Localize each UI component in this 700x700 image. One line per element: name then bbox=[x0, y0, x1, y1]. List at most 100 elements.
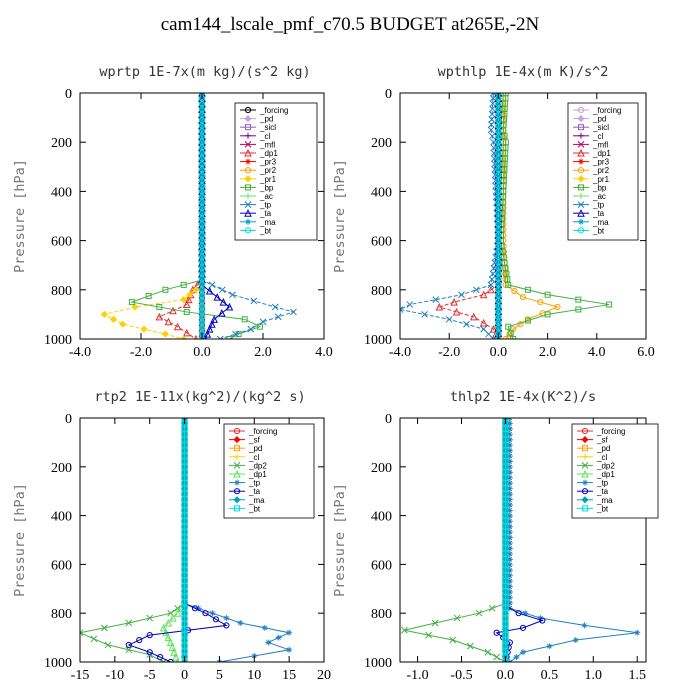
series-bt bbox=[495, 93, 502, 339]
x-tick-label: -0.5 bbox=[450, 668, 472, 683]
data-point bbox=[506, 442, 513, 449]
x-tick-label: 20 bbox=[317, 668, 331, 683]
legend-entry: _ma bbox=[596, 496, 613, 505]
y-axis-label: Pressure [hPa] bbox=[332, 159, 348, 273]
data-point bbox=[505, 281, 512, 288]
data-point bbox=[488, 132, 496, 140]
legend-entry: _ac bbox=[259, 192, 273, 201]
data-point bbox=[495, 286, 502, 293]
data-point bbox=[449, 636, 457, 644]
data-point bbox=[506, 512, 513, 519]
legend: _forcing_sf_pd_cl_dp2_dp1_tp_ta_ma_bt bbox=[571, 423, 659, 519]
data-point bbox=[199, 215, 205, 222]
series-bt bbox=[198, 93, 206, 339]
legend-marker bbox=[581, 462, 589, 469]
series-dp1 bbox=[155, 93, 206, 339]
legend-entry: _forcing bbox=[259, 106, 288, 115]
y-tick-label: 200 bbox=[51, 136, 72, 151]
series-line bbox=[163, 418, 186, 662]
data-point bbox=[100, 310, 108, 318]
legend-entry: _dp1 bbox=[259, 149, 278, 158]
y-tick-label: 200 bbox=[371, 461, 392, 476]
data-point bbox=[213, 293, 222, 301]
x-tick-label: 0.0 bbox=[497, 668, 515, 683]
legend-marker bbox=[578, 124, 584, 131]
data-point bbox=[208, 281, 216, 289]
series-group bbox=[400, 93, 613, 339]
data-point bbox=[513, 654, 520, 661]
series-bt bbox=[181, 418, 188, 662]
data-point bbox=[146, 649, 153, 656]
data-point bbox=[495, 166, 502, 173]
data-point bbox=[506, 330, 513, 338]
legend-entry: _mfl bbox=[259, 140, 275, 149]
data-point bbox=[522, 610, 529, 617]
legend-entry: _cl bbox=[596, 453, 607, 462]
data-point bbox=[192, 286, 200, 294]
data-point bbox=[495, 226, 502, 233]
legend-marker bbox=[577, 227, 585, 234]
legend-entry: _tp bbox=[248, 479, 261, 488]
series-group bbox=[401, 418, 641, 662]
data-point bbox=[506, 474, 513, 481]
data-point bbox=[487, 126, 495, 134]
legend-marker bbox=[234, 445, 240, 452]
legend-entry: _dp1 bbox=[596, 470, 615, 479]
data-point bbox=[131, 303, 139, 311]
data-point bbox=[173, 609, 182, 617]
x-tick-label: 5 bbox=[216, 668, 223, 683]
legend-entry: _sicl bbox=[259, 123, 276, 132]
data-point bbox=[431, 619, 439, 627]
x-tick-label: 1.0 bbox=[585, 668, 603, 683]
legend-entry: _ta bbox=[248, 487, 261, 496]
data-point bbox=[495, 292, 502, 299]
data-point bbox=[488, 121, 495, 128]
data-point bbox=[218, 286, 226, 294]
legend-entry: _mfl bbox=[592, 140, 608, 149]
legend-marker bbox=[244, 141, 252, 148]
legend-marker bbox=[244, 167, 252, 174]
data-point bbox=[199, 100, 205, 107]
data-point bbox=[506, 567, 513, 574]
data-point bbox=[445, 315, 453, 323]
legend-entry: _pr1 bbox=[592, 175, 610, 184]
data-point bbox=[167, 658, 174, 662]
data-point bbox=[606, 301, 613, 308]
y-tick-label: 200 bbox=[371, 136, 392, 151]
y-tick-label: 600 bbox=[371, 235, 392, 250]
data-point bbox=[271, 303, 279, 311]
data-point bbox=[503, 270, 510, 277]
data-point bbox=[506, 589, 513, 596]
data-point bbox=[495, 100, 502, 107]
data-point bbox=[581, 622, 588, 629]
data-point bbox=[524, 317, 531, 324]
y-tick-label: 0 bbox=[65, 87, 72, 102]
data-point bbox=[507, 329, 514, 336]
plot-frame bbox=[399, 417, 647, 663]
y-tick-label: 400 bbox=[51, 510, 72, 525]
y-tick-label: 0 bbox=[65, 412, 72, 427]
data-point bbox=[208, 320, 216, 328]
legend-marker bbox=[582, 479, 588, 486]
data-point bbox=[515, 610, 522, 617]
data-point bbox=[157, 654, 164, 661]
data-point bbox=[517, 321, 524, 328]
y-tick-label: 1000 bbox=[364, 656, 392, 671]
legend-marker bbox=[244, 227, 252, 234]
data-point bbox=[435, 302, 444, 311]
x-tick-label: 4.0 bbox=[588, 345, 606, 360]
y-tick-label: 0 bbox=[385, 87, 392, 102]
data-point bbox=[484, 648, 492, 656]
x-tick-label: 15 bbox=[282, 668, 296, 683]
data-point bbox=[209, 610, 216, 617]
data-point bbox=[452, 307, 461, 316]
data-point bbox=[506, 458, 513, 465]
series-line bbox=[509, 418, 638, 662]
legend-marker bbox=[577, 115, 585, 123]
data-point bbox=[199, 286, 205, 293]
data-point bbox=[506, 523, 513, 530]
legend-marker bbox=[577, 148, 585, 157]
series-dp2 bbox=[80, 418, 188, 662]
x-tick-label: -2.0 bbox=[438, 345, 460, 360]
data-point bbox=[506, 540, 513, 547]
